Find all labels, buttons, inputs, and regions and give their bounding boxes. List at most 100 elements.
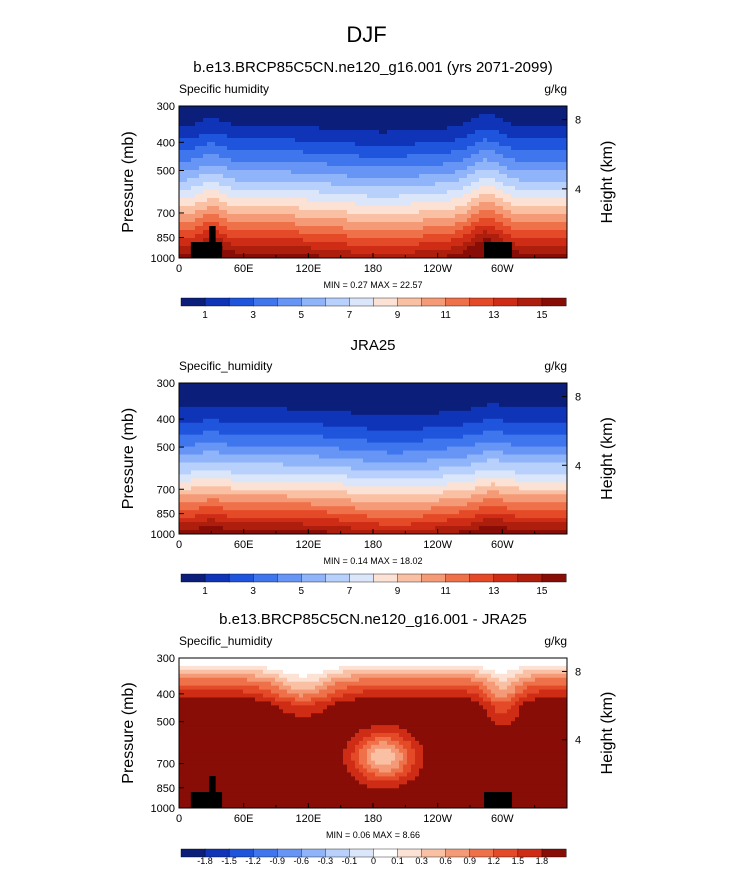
field-cell: [255, 426, 260, 432]
field-cell: [275, 226, 280, 231]
field-cell: [351, 198, 356, 203]
field-cell: [183, 454, 188, 460]
field-cell: [203, 530, 208, 534]
field-cell: [331, 138, 336, 143]
field-cell: [307, 162, 312, 167]
field-cell: [247, 446, 252, 452]
field-cell: [423, 106, 428, 111]
field-cell: [227, 110, 232, 115]
field-cell: [219, 514, 224, 519]
field-cell: [255, 490, 260, 495]
field-cell: [467, 134, 472, 139]
field-cell: [243, 134, 248, 139]
field-cell: [235, 514, 240, 519]
field-cell: [179, 190, 184, 195]
field-cell: [243, 154, 248, 159]
field-cell: [423, 114, 428, 119]
field-cell: [559, 130, 564, 135]
field-cell: [359, 158, 364, 163]
field-cell: [275, 158, 280, 163]
field-cell: [299, 462, 304, 468]
field-cell: [243, 474, 248, 479]
field-cell: [359, 186, 364, 191]
field-cell: [247, 422, 252, 428]
field-cell: [435, 114, 440, 119]
field-cell: [271, 494, 276, 499]
field-cell: [347, 198, 352, 203]
field-cell: [327, 170, 332, 175]
field-cell: [475, 254, 480, 258]
field-cell: [231, 466, 236, 472]
field-cell: [399, 202, 404, 207]
field-cell: [219, 178, 224, 183]
field-cell: [179, 474, 184, 479]
field-cell: [527, 114, 532, 119]
field-cell: [191, 478, 196, 483]
field-cell: [211, 158, 216, 163]
field-cell: [235, 438, 240, 444]
field-cell: [235, 478, 240, 483]
field-cell: [215, 474, 220, 479]
field-cell: [299, 214, 304, 219]
field-cell: [495, 238, 500, 243]
field-cell: [271, 130, 276, 135]
field-cell: [515, 178, 520, 183]
field-cell: [507, 150, 512, 155]
colorbar-label: 3: [250, 310, 256, 321]
field-cell: [247, 250, 252, 255]
field-cell: [411, 130, 416, 135]
field-cell: [195, 130, 200, 135]
field-cell: [551, 162, 556, 167]
field-cell: [503, 158, 508, 163]
field-cell: [251, 426, 256, 432]
field-cell: [243, 422, 248, 428]
field-cell: [555, 202, 560, 207]
field-cell: [331, 154, 336, 159]
field-cell: [539, 154, 544, 159]
field-cell: [295, 446, 300, 452]
field-cell: [351, 166, 356, 171]
field-cell: [271, 518, 276, 523]
field-cell: [451, 174, 456, 179]
field-cell: [183, 398, 188, 404]
field-cell: [295, 458, 300, 464]
field-cell: [411, 254, 416, 258]
field-cell: [495, 106, 500, 111]
field-cell: [451, 166, 456, 171]
field-cell: [275, 122, 280, 127]
field-cell: [259, 158, 264, 163]
field-cell: [231, 118, 236, 123]
field-cell: [343, 146, 348, 151]
field-cell: [255, 114, 260, 119]
field-cell: [227, 122, 232, 127]
field-cell: [319, 206, 324, 211]
field-cell: [243, 418, 248, 424]
field-cell: [215, 194, 220, 199]
field-cell: [355, 110, 360, 115]
field-cell: [235, 482, 240, 487]
field-cell: [199, 474, 204, 479]
field-cell: [231, 450, 236, 456]
field-cell: [443, 110, 448, 115]
field-cell: [267, 474, 272, 479]
field-cell: [479, 178, 484, 183]
field-cell: [395, 150, 400, 155]
field-cell: [563, 106, 567, 111]
field-cell: [195, 194, 200, 199]
field-cell: [511, 226, 516, 231]
field-cell: [391, 126, 396, 131]
field-cell: [259, 394, 264, 400]
field-cell: [395, 198, 400, 203]
field-cell: [455, 190, 460, 195]
field-cell: [287, 506, 292, 511]
field-cell: [179, 426, 184, 432]
field-cell: [403, 194, 408, 199]
field-cell: [243, 158, 248, 163]
field-cell: [259, 494, 264, 499]
field-cell: [283, 462, 288, 468]
field-cell: [407, 134, 412, 139]
field-cell: [267, 510, 272, 515]
field-cell: [455, 230, 460, 235]
field-cell: [355, 238, 360, 243]
field-cell: [451, 206, 456, 211]
